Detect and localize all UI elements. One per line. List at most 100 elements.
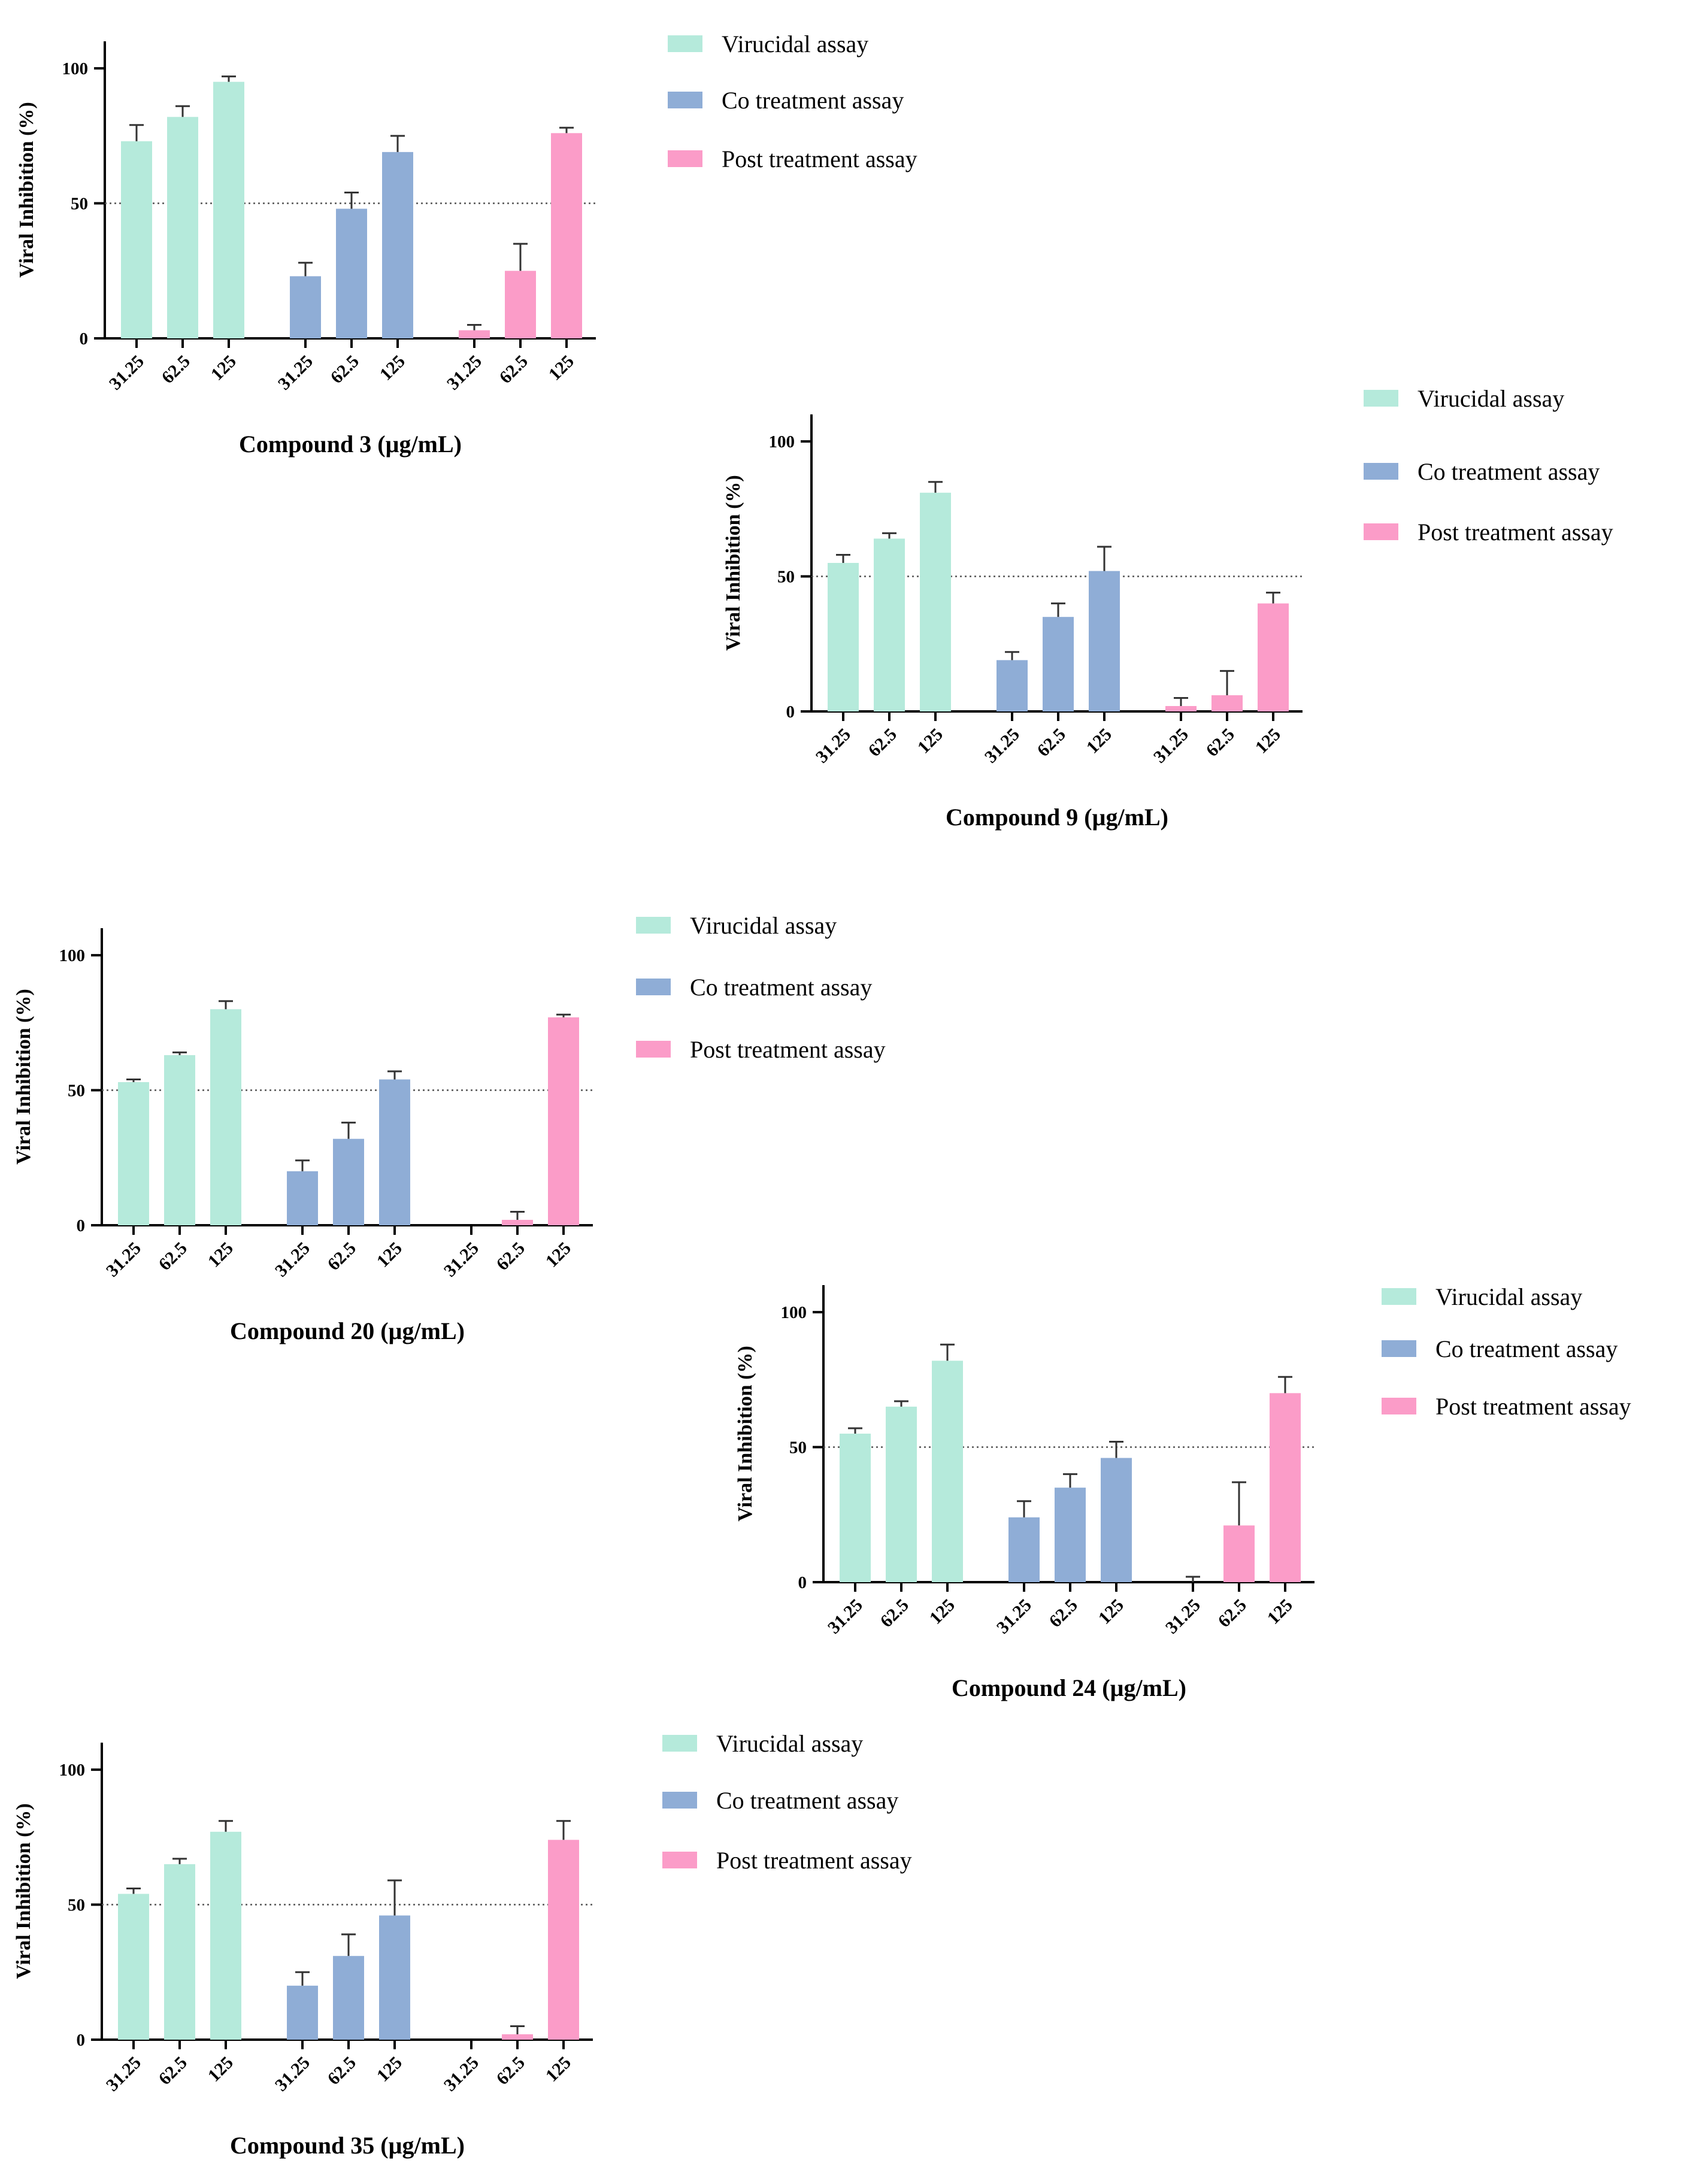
legend-swatch-virucidal (1382, 1288, 1416, 1305)
bar-co-treatment-31.25 (287, 1171, 318, 1225)
legend-label-co-treatment: Co treatment assay (716, 1787, 898, 1814)
legend-swatch-post-treatment (662, 1852, 697, 1868)
legend-label-co-treatment: Co treatment assay (722, 87, 904, 114)
x-axis-title: Compound 3 (µg/mL) (239, 431, 462, 458)
legend-swatch-post-treatment (1364, 523, 1398, 540)
legend-swatch-virucidal (1364, 390, 1398, 407)
legend-swatch-post-treatment (668, 150, 702, 167)
x-tick-label: 125 (204, 2053, 237, 2086)
bar-virucidal-125 (210, 1831, 241, 2040)
legend-swatch-virucidal (662, 1735, 697, 1752)
legend-label-co-treatment: Co treatment assay (1418, 458, 1600, 485)
bar-virucidal-125 (213, 81, 244, 339)
bar-virucidal-62.5 (164, 1055, 195, 1225)
bar-co-treatment-125 (379, 1079, 410, 1225)
x-tick-label: 62.5 (323, 2053, 359, 2089)
bar-post-treatment-125 (1270, 1393, 1301, 1582)
y-tick-label: 50 (71, 195, 88, 214)
legend-swatch-post-treatment (1382, 1398, 1416, 1414)
x-tick-label: 31.25 (271, 2053, 314, 2095)
legend-swatch-virucidal (668, 35, 702, 52)
bar-co-treatment-62.5 (1043, 617, 1074, 711)
bar-post-treatment-62.5 (1223, 1525, 1255, 1582)
y-tick-label: 0 (77, 1216, 86, 1235)
legend-swatch-co-treatment (662, 1792, 697, 1809)
x-tick-label: 62.5 (492, 2053, 528, 2089)
legend-swatch-post-treatment (636, 1041, 671, 1058)
legend-label-virucidal: Virucidal assay (1418, 385, 1564, 412)
legend-swatch-virucidal (636, 917, 671, 934)
y-axis-title: Viral Inhibition (%) (734, 1346, 756, 1521)
bar-virucidal-31.25 (118, 1894, 149, 2040)
bar-post-treatment-125 (551, 133, 582, 339)
bar-post-treatment-125 (548, 1017, 579, 1225)
bar-virucidal-62.5 (886, 1406, 917, 1582)
bar-co-treatment-31.25 (290, 276, 321, 338)
y-axis-title: Viral Inhibition (%) (13, 989, 35, 1164)
bar-post-treatment-62.5 (502, 1219, 533, 1225)
y-tick-label: 100 (59, 1761, 86, 1780)
y-tick-label: 50 (68, 1896, 85, 1915)
bar-virucidal-125 (210, 1009, 241, 1225)
bar-virucidal-31.25 (121, 141, 152, 338)
y-axis-title: Viral Inhibition (%) (16, 102, 38, 277)
bar-virucidal-62.5 (167, 117, 198, 338)
x-tick-label: 31.25 (440, 2053, 483, 2095)
y-tick-label: 100 (59, 946, 86, 965)
legend-label-co-treatment: Co treatment assay (1435, 1335, 1618, 1362)
bar-post-treatment-125 (1258, 603, 1289, 711)
bar-co-treatment-125 (382, 152, 413, 338)
legend-label-post-treatment: Post treatment assay (1435, 1393, 1631, 1420)
y-tick-label: 0 (798, 1573, 807, 1592)
bar-virucidal-62.5 (874, 538, 905, 711)
bar-virucidal-31.25 (840, 1434, 871, 1582)
legend-swatch-co-treatment (1364, 463, 1398, 480)
x-axis-title: Compound 35 (µg/mL) (230, 2132, 465, 2159)
y-tick-label: 100 (769, 432, 795, 452)
bar-virucidal-31.25 (118, 1082, 149, 1225)
x-tick-label: 125 (373, 2053, 406, 2086)
legend-label-post-treatment: Post treatment assay (716, 1847, 912, 1874)
bar-virucidal-31.25 (828, 563, 859, 711)
bar-post-treatment-62.5 (505, 271, 536, 338)
y-tick-label: 100 (781, 1303, 807, 1322)
legend-label-post-treatment: Post treatment assay (722, 146, 917, 172)
y-tick-label: 50 (777, 568, 795, 587)
bar-co-treatment-62.5 (336, 208, 367, 338)
y-tick-label: 50 (68, 1082, 85, 1101)
legend-label-virucidal: Virucidal assay (690, 912, 837, 939)
bar-post-treatment-62.5 (1211, 695, 1243, 711)
legend-swatch-co-treatment (1382, 1340, 1416, 1357)
bar-virucidal-125 (932, 1361, 963, 1582)
bar-co-treatment-125 (1101, 1458, 1132, 1582)
bar-co-treatment-31.25 (1008, 1517, 1040, 1582)
y-tick-label: 50 (789, 1438, 807, 1458)
y-tick-label: 0 (77, 2031, 86, 2050)
y-tick-label: 0 (786, 702, 795, 722)
bar-co-treatment-31.25 (287, 1985, 318, 2040)
bar-virucidal-125 (920, 492, 951, 711)
y-tick-label: 100 (62, 59, 89, 78)
bar-co-treatment-31.25 (997, 660, 1028, 711)
legend-label-virucidal: Virucidal assay (716, 1730, 863, 1757)
y-tick-label: 0 (80, 329, 89, 349)
x-axis-title: Compound 20 (µg/mL) (230, 1317, 465, 1344)
x-tick-label: 125 (542, 2053, 575, 2086)
bar-co-treatment-125 (379, 1915, 410, 2040)
x-axis-title: Compound 24 (µg/mL) (952, 1674, 1186, 1701)
bar-post-treatment-62.5 (502, 2034, 533, 2040)
bar-co-treatment-62.5 (333, 1138, 364, 1225)
bar-post-treatment-125 (548, 1840, 579, 2040)
legend-label-post-treatment: Post treatment assay (1418, 519, 1613, 546)
bar-post-treatment-31.25 (1165, 705, 1197, 711)
x-tick-label: 62.5 (155, 2053, 190, 2089)
bar-virucidal-62.5 (164, 1864, 195, 2040)
bar-post-treatment-31.25 (459, 330, 490, 338)
bar-co-treatment-62.5 (1055, 1488, 1086, 1582)
bar-co-treatment-62.5 (333, 1956, 364, 2040)
legend-label-virucidal: Virucidal assay (722, 31, 868, 57)
